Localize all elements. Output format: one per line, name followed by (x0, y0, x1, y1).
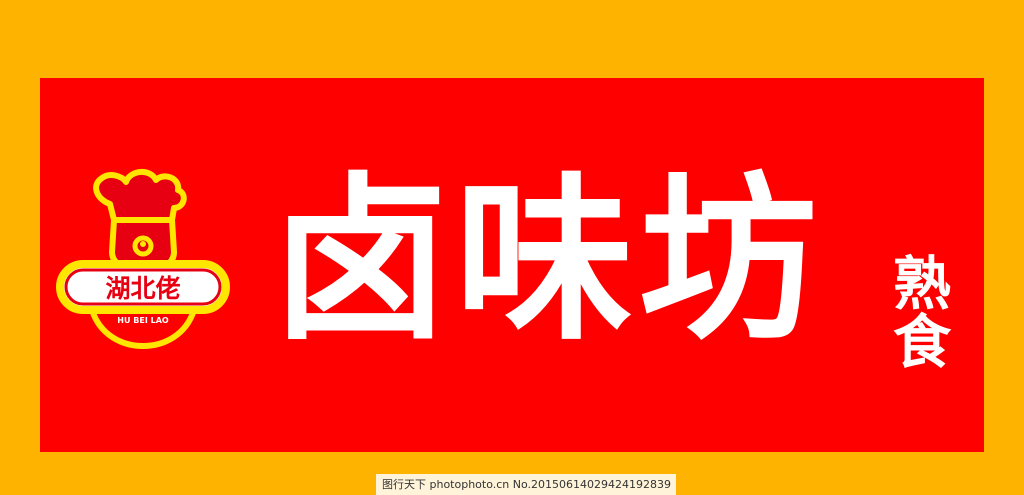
logo-name-en: HU BEI LAO (117, 316, 169, 325)
chef-logo-icon: 湖北佬 HU BEI LAO (56, 169, 230, 350)
chef-logo: 湖北佬 HU BEI LAO (48, 160, 238, 350)
sign-title: 卤味坊 (271, 155, 823, 364)
logo-name-cn: 湖北佬 (105, 274, 180, 303)
watermark: 图行天下 photophoto.cn No.201506140294241928… (376, 474, 676, 495)
sign-side-text: 熟食 (883, 253, 951, 369)
